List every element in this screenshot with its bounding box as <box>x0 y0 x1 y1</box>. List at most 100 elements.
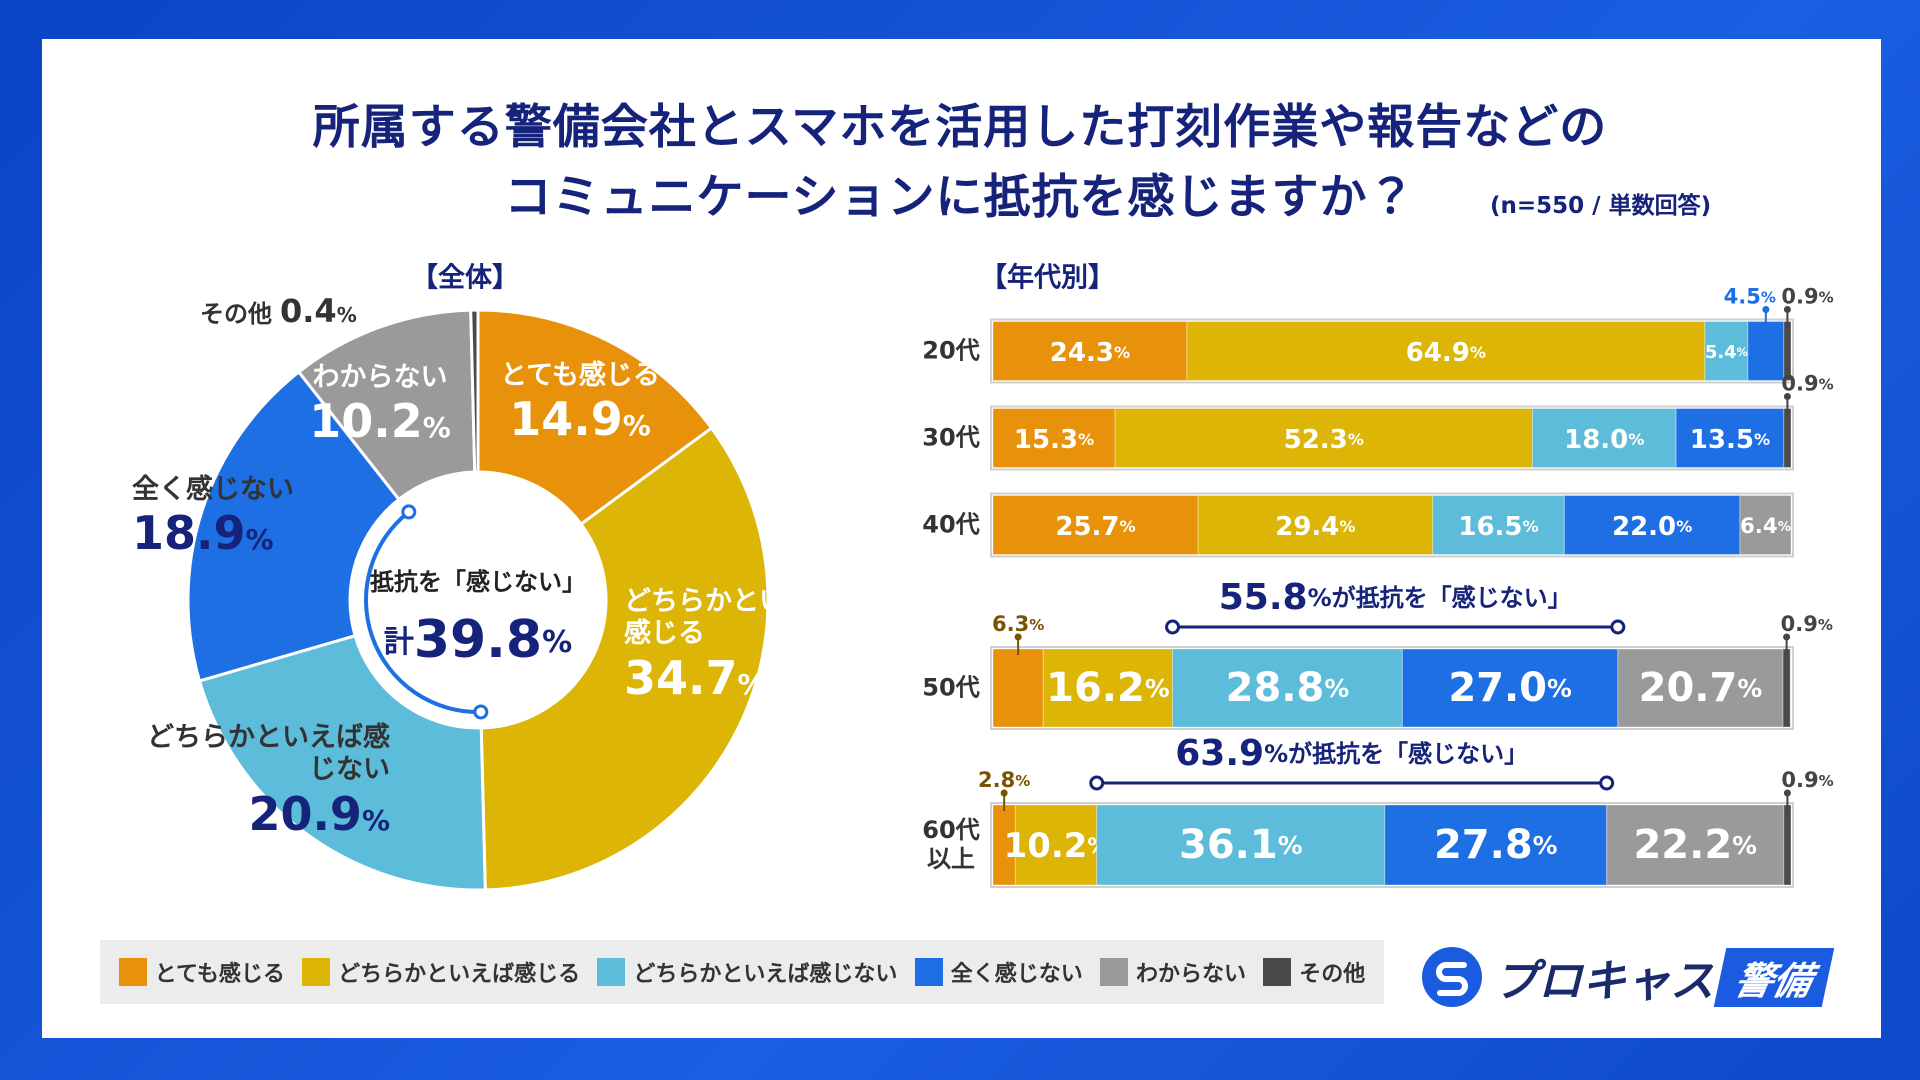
center-total: 計39.8% <box>384 610 572 670</box>
legend-item: とても感じる <box>118 956 285 988</box>
bar-segment <box>1172 648 1403 728</box>
bar-segment <box>1531 408 1677 468</box>
bar-value-label: 18.0% <box>1564 425 1644 455</box>
y-tick-label: 50代 <box>922 673 980 702</box>
bar-outline <box>990 405 1794 471</box>
bar-segment <box>1606 804 1785 886</box>
legend: とても感じる どちらかといえば感じる どちらかといえば感じない 全く感じない わからない… <box>100 940 1384 1004</box>
bar-outline <box>990 646 1794 730</box>
bar-segment <box>1783 408 1792 468</box>
legend-label: その他 <box>1299 962 1366 987</box>
pie-title: 【全体】 <box>411 263 519 294</box>
bracket-dot <box>1599 775 1615 791</box>
bar-segment <box>1563 495 1741 555</box>
brand: プロキャス 警備 <box>1420 945 1835 1009</box>
bar-value-label: 2.8% <box>978 768 1030 792</box>
brand-icon <box>1422 947 1482 1007</box>
legend-item: 全く感じない <box>914 956 1083 988</box>
legend-item: わからない <box>1099 956 1246 988</box>
bar-value-label: 6.3% <box>992 612 1044 636</box>
bar-segment <box>1384 804 1608 886</box>
bar-segment <box>1186 321 1706 381</box>
leader-dot <box>1783 393 1791 400</box>
pie-value-label: 10.2% <box>309 394 451 449</box>
bar-segment <box>1675 408 1785 468</box>
annotation: 55.8%が抵抗を「感じない」 <box>1219 577 1572 618</box>
bar-value-label: 4.5% <box>1724 285 1776 309</box>
title-line: コミュニケーションに抵抗を感じますか？ <box>504 170 1416 225</box>
bar-segment <box>992 321 1188 381</box>
legend-item: どちらかといえば感じない <box>597 956 897 988</box>
pie-label: その他 0.4% <box>200 292 420 330</box>
bar-segment <box>1782 648 1791 728</box>
note: (n=550 / 単数回答) <box>1490 193 1712 219</box>
legend-label: わからない <box>1135 962 1246 987</box>
pie-label: 全く感じない 18.9% <box>132 474 392 562</box>
bar-value-label: 29.4% <box>1275 512 1355 542</box>
legend-swatch <box>118 958 147 986</box>
pie-slice <box>186 369 402 683</box>
pie-category: とても感じる <box>500 360 660 391</box>
bar-value-label: 6.4% <box>1740 514 1791 539</box>
pie-category: 全く感じない <box>132 474 294 505</box>
pie-value-label: 14.9% <box>509 392 651 447</box>
legend-swatch <box>1263 958 1292 986</box>
bar-segment <box>1197 495 1434 555</box>
legend-swatch <box>302 958 331 986</box>
bar-value-label: 0.9% <box>1781 768 1833 792</box>
bar-value-label: 64.9% <box>1406 338 1486 368</box>
pie-label: どちらかといえば感じない 20.9% <box>130 722 390 842</box>
leader-dot <box>1783 633 1791 641</box>
bar-segment <box>1747 321 1785 381</box>
bar-segment <box>1401 648 1619 728</box>
legend-item: どちらかといえば感じる <box>302 956 580 988</box>
annotation: 63.9%が抵抗を「感じない」 <box>1175 733 1528 774</box>
brand-tag: 警備 <box>1713 947 1835 1007</box>
bracket-arc <box>364 510 481 714</box>
pie-category: どちらかといえば感じる <box>624 586 840 650</box>
brand-name: プロキャス <box>1494 956 1714 1007</box>
bar-segment <box>1114 408 1533 468</box>
bar-value-label: 52.3% <box>1284 425 1364 455</box>
pie-value-label: 34.7% <box>624 650 766 705</box>
legend-label: とても感じる <box>154 962 285 987</box>
bar-outline <box>990 318 1794 384</box>
bar-value-label: 16.5% <box>1458 512 1538 542</box>
pie-value-label: 18.9% <box>132 506 274 561</box>
legend-label: 全く感じない <box>950 962 1083 987</box>
bar-value-label: 22.2% <box>1633 822 1757 868</box>
pie-value-label: 20.9% <box>248 786 390 841</box>
bar-title: 【年代別】 <box>980 262 1115 294</box>
bar-value-label: 36.1% <box>1179 822 1303 868</box>
bar-outline <box>990 802 1794 888</box>
bracket-dot <box>1089 775 1105 791</box>
bar-value-label: 25.7% <box>1055 512 1135 542</box>
bracket-dot <box>473 704 489 720</box>
center-label: 抵抗を「感じない」 <box>370 568 586 596</box>
bar-segment <box>1096 804 1386 886</box>
y-tick-label: 60代 以上 <box>922 816 980 873</box>
bar-value-label: 27.0% <box>1448 665 1572 711</box>
pie-label: どちらかといえば感じる 34.7% <box>624 586 864 706</box>
pie-label: とても感じる 14.9% <box>460 360 700 448</box>
bar-segment <box>1704 321 1749 381</box>
bracket-dot <box>1610 619 1626 635</box>
bar-segment <box>992 408 1116 468</box>
bracket-dot <box>1165 619 1181 635</box>
bar-value-label: 15.3% <box>1014 425 1094 455</box>
title-line: 所属する警備会社とスマホを活用した打刻作業や報告などの <box>312 100 1608 155</box>
bar-value-label: 16.2% <box>1046 665 1170 711</box>
legend-label: どちらかといえば感じる <box>338 962 581 987</box>
bar-value-label: 28.8% <box>1226 665 1350 711</box>
bar-value-label: 27.8% <box>1434 822 1558 868</box>
pie-category: わからない <box>312 362 448 393</box>
bracket-dot <box>401 504 417 520</box>
legend-swatch <box>1099 958 1128 986</box>
bar-segment <box>992 648 1044 728</box>
bar-value-label: 0.9% <box>1781 285 1833 309</box>
bar-segment <box>1617 648 1784 728</box>
y-tick-label: 30代 <box>922 423 980 452</box>
bar-value-label: 5.4% <box>1705 342 1748 363</box>
legend-item: その他 <box>1263 956 1365 988</box>
